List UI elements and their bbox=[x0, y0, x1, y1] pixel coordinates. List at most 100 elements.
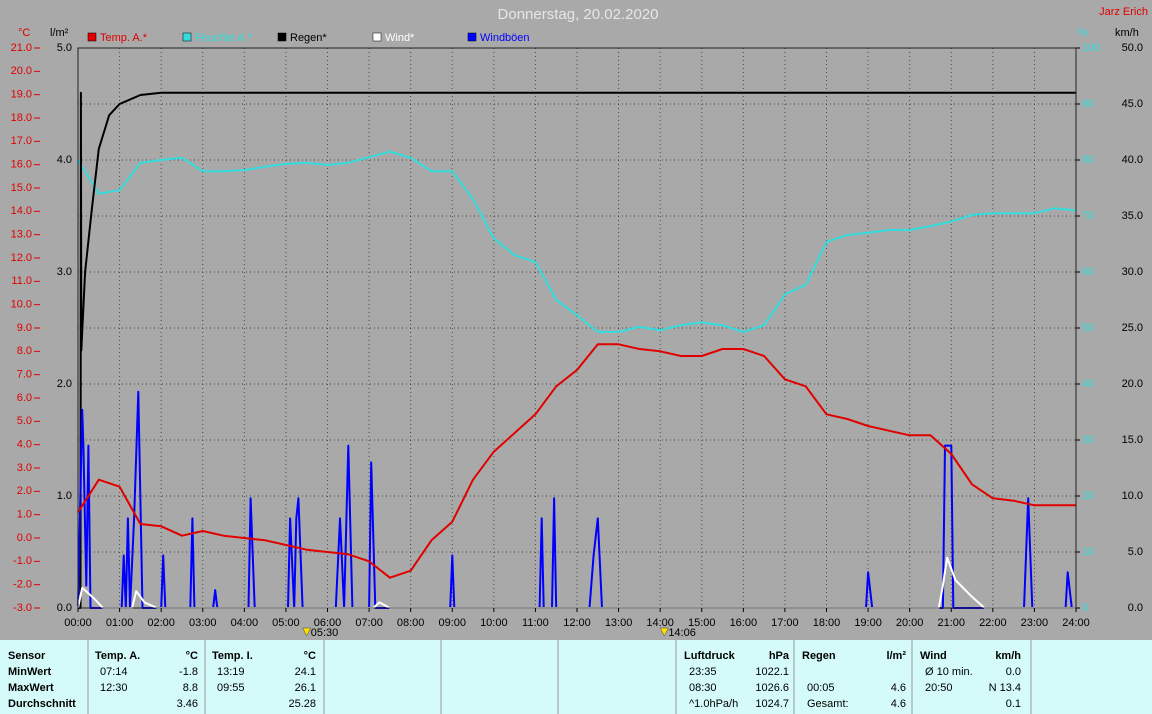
x-tick-label: 08:00 bbox=[397, 617, 425, 629]
y2-tick-label: 3.0 bbox=[57, 266, 72, 278]
y-tick-label: -2.0 bbox=[13, 579, 32, 591]
x-tick-label: 12:00 bbox=[563, 617, 591, 629]
y3-tick-label: 30 bbox=[1082, 434, 1094, 446]
y3-tick-label: 60 bbox=[1082, 266, 1094, 278]
y-tick-label: 17.0 bbox=[11, 135, 32, 147]
cell-value: 8.8 bbox=[183, 682, 198, 694]
x-tick-label: 17:00 bbox=[771, 617, 799, 629]
cell-time: ^1.0hPa/h bbox=[689, 698, 738, 710]
legend-label: Regen* bbox=[290, 32, 327, 44]
author: Jarz Erich bbox=[1099, 6, 1148, 18]
y-tick-label: 1.0 bbox=[17, 509, 32, 521]
y2-tick-label: 1.0 bbox=[57, 490, 72, 502]
row-label: MaxWert bbox=[8, 682, 54, 694]
x-tick-label: 24:00 bbox=[1062, 617, 1090, 629]
chart-title: Donnerstag, 20.02.2020 bbox=[498, 6, 659, 23]
cell-time: Ø 10 min. bbox=[925, 666, 973, 678]
y-tick-label: 6.0 bbox=[17, 392, 32, 404]
cell-time: 00:05 bbox=[807, 682, 835, 694]
series-line bbox=[77, 150, 1077, 333]
y-tick-label: 12.0 bbox=[11, 252, 32, 264]
cell-value: 0.0 bbox=[1006, 666, 1021, 678]
cell-value: 3.46 bbox=[177, 698, 198, 710]
column-header: Temp. A. bbox=[95, 650, 140, 662]
x-tick-label: 15:00 bbox=[688, 617, 716, 629]
y-tick-label: 19.0 bbox=[11, 89, 32, 101]
series-line bbox=[77, 556, 1076, 609]
annotation-label: 14:06 bbox=[668, 627, 696, 639]
series-line bbox=[78, 91, 1076, 609]
cell-value: N 13.4 bbox=[989, 682, 1021, 694]
y-tick-label: 4.0 bbox=[17, 439, 32, 451]
cell-value: 4.6 bbox=[891, 682, 906, 694]
annotation-marker bbox=[659, 627, 669, 637]
annotation-marker bbox=[302, 627, 312, 637]
table-separators bbox=[87, 640, 1032, 714]
y3-tick-label: 20 bbox=[1082, 490, 1094, 502]
cell-time: 20:50 bbox=[925, 682, 953, 694]
row-label: Sensor bbox=[8, 650, 46, 662]
x-tick-label: 04:00 bbox=[231, 617, 259, 629]
cell-time: 23:35 bbox=[689, 666, 717, 678]
x-tick-label: 16:00 bbox=[730, 617, 758, 629]
x-tick-label: 19:00 bbox=[854, 617, 882, 629]
y-tick-label: 15.0 bbox=[11, 182, 32, 194]
y4-axis-label: km/h bbox=[1115, 27, 1139, 39]
y-tick-label: 10.0 bbox=[11, 299, 32, 311]
series-line bbox=[77, 343, 1076, 579]
y3-tick-label: 80 bbox=[1082, 154, 1094, 166]
annotation-label: 05:30 bbox=[311, 627, 339, 639]
y4-tick-label: 0.0 bbox=[1128, 602, 1143, 614]
cell-value: 1026.6 bbox=[755, 682, 789, 694]
y-tick-label: -3.0 bbox=[13, 602, 32, 614]
y2-tick-label: 5.0 bbox=[57, 42, 72, 54]
y-axis-label: °C bbox=[18, 27, 30, 39]
x-tick-label: 10:00 bbox=[480, 617, 508, 629]
y3-tick-label: 90 bbox=[1082, 98, 1094, 110]
y3-tick-label: 0 bbox=[1082, 602, 1088, 614]
column-unit: °C bbox=[304, 650, 316, 662]
x-tick-label: 01:00 bbox=[106, 617, 134, 629]
cell-value: 0.1 bbox=[1006, 698, 1021, 710]
cell-value: -1.8 bbox=[179, 666, 198, 678]
x-tick-label: 18:00 bbox=[813, 617, 841, 629]
summary-table: Sensor MinWert MaxWert Durchschnitt Temp. A.… bbox=[0, 640, 1152, 714]
y-tick-label: 5.0 bbox=[17, 415, 32, 427]
x-tick-label: 05:00 bbox=[272, 617, 300, 629]
y4-tick-label: 20.0 bbox=[1122, 378, 1143, 390]
column-header: Regen bbox=[802, 650, 836, 662]
cell-value: 4.6 bbox=[891, 698, 906, 710]
column-unit: hPa bbox=[769, 650, 790, 662]
column-unit: km/h bbox=[995, 650, 1021, 662]
x-tick-label: 13:00 bbox=[605, 617, 633, 629]
y-tick-label: 9.0 bbox=[17, 322, 32, 334]
legend-swatch bbox=[182, 32, 192, 42]
x-tick-label: 20:00 bbox=[896, 617, 924, 629]
cell-time: Gesamt: bbox=[807, 698, 849, 710]
y3-tick-label: 40 bbox=[1082, 378, 1094, 390]
legend-swatch bbox=[372, 32, 382, 42]
legend-swatch bbox=[87, 32, 97, 42]
legend-swatch bbox=[277, 32, 287, 42]
x-tick-label: 07:00 bbox=[355, 617, 383, 629]
y4-tick-label: 50.0 bbox=[1122, 42, 1143, 54]
y-tick-label: 21.0 bbox=[11, 42, 32, 54]
x-tick-label: 09:00 bbox=[438, 617, 466, 629]
x-tick-label: 21:00 bbox=[937, 617, 965, 629]
y4-tick-label: 40.0 bbox=[1122, 154, 1143, 166]
cell-value: 25.28 bbox=[288, 698, 316, 710]
y-tick-label: 18.0 bbox=[11, 112, 32, 124]
y4-tick-label: 25.0 bbox=[1122, 322, 1143, 334]
legend-label: Feuchte A.* bbox=[195, 32, 253, 44]
column-header: Temp. I. bbox=[212, 650, 253, 662]
y-tick-label: 14.0 bbox=[11, 205, 32, 217]
y4-tick-label: 10.0 bbox=[1122, 490, 1143, 502]
plot-area bbox=[77, 47, 1077, 609]
cell-time: 12:30 bbox=[100, 682, 128, 694]
x-tick-label: 11:00 bbox=[522, 617, 549, 629]
cell-value: 1022.1 bbox=[755, 666, 789, 678]
y-tick-label: 2.0 bbox=[17, 485, 32, 497]
legend-swatch bbox=[467, 32, 477, 42]
